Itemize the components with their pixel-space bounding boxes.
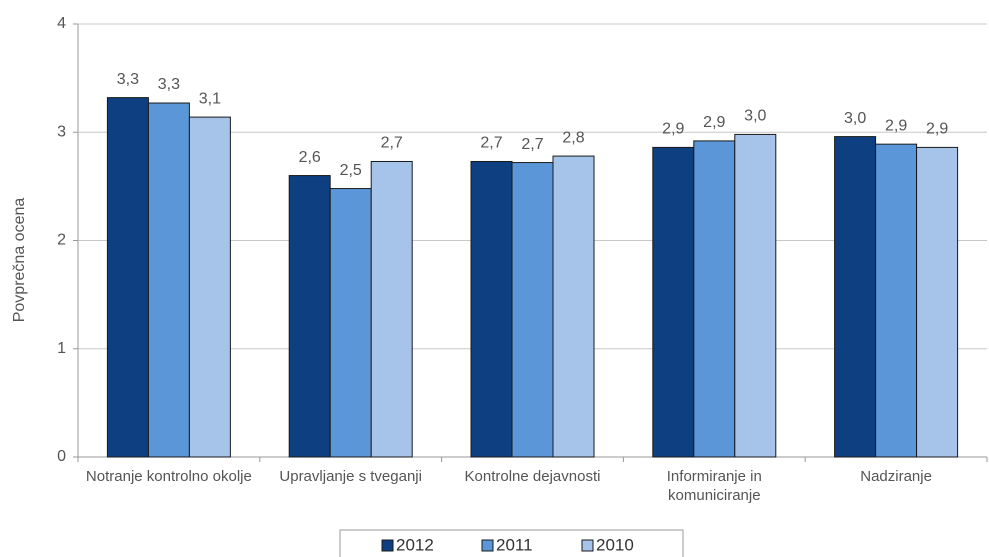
bar — [734, 133, 777, 458]
bar — [470, 160, 513, 458]
legend-label: 2011 — [496, 535, 533, 554]
bar — [288, 175, 331, 458]
y-tick-label: 1 — [57, 340, 66, 357]
value-label: 2,9 — [703, 114, 725, 131]
bar — [147, 102, 190, 458]
value-label: 3,3 — [117, 71, 139, 88]
y-tick-label: 3 — [57, 123, 66, 140]
bar — [511, 162, 554, 458]
value-label: 2,7 — [381, 135, 403, 152]
x-tick-label: Nadziranje — [860, 468, 932, 485]
x-tick-label: Informiranje in komuniciranje — [666, 468, 762, 504]
x-tick-label: Upravljanje s tveganji — [279, 468, 422, 485]
value-label: 2,7 — [480, 135, 502, 152]
y-axis-label: Povprečna ocena — [11, 198, 28, 323]
value-label: 2,6 — [299, 149, 321, 166]
value-label: 3,1 — [199, 90, 221, 107]
value-label: 2,8 — [562, 129, 584, 146]
value-label: 2,7 — [521, 136, 543, 153]
x-tick-label: Notranje kontrolno okolje — [85, 468, 252, 485]
value-label: 3,0 — [844, 110, 866, 127]
bar — [916, 146, 959, 458]
value-label: 2,9 — [926, 121, 948, 138]
value-label: 2,5 — [340, 162, 362, 179]
value-label: 2,9 — [662, 121, 684, 138]
legend-swatch — [381, 539, 394, 552]
bar — [834, 136, 877, 458]
x-tick-label: Kontrolne dejavnosti — [464, 468, 601, 485]
y-tick-label: 4 — [57, 15, 66, 32]
value-label: 3,3 — [158, 76, 180, 93]
legend-swatch — [581, 539, 594, 552]
bar — [652, 146, 695, 458]
bar — [188, 116, 231, 458]
bar — [329, 188, 372, 458]
bar — [552, 155, 595, 458]
legend-label: 2010 — [596, 535, 634, 554]
legend-label: 2012 — [396, 535, 434, 554]
bar — [106, 97, 149, 458]
legend-box — [339, 529, 684, 557]
value-label: 2,9 — [885, 117, 907, 134]
value-label: 3,0 — [744, 108, 766, 125]
bar — [875, 143, 918, 458]
bar — [370, 160, 413, 458]
y-tick-label: 0 — [57, 448, 66, 465]
y-tick-label: 2 — [57, 232, 66, 249]
bar — [693, 140, 736, 458]
legend-swatch — [481, 539, 494, 552]
